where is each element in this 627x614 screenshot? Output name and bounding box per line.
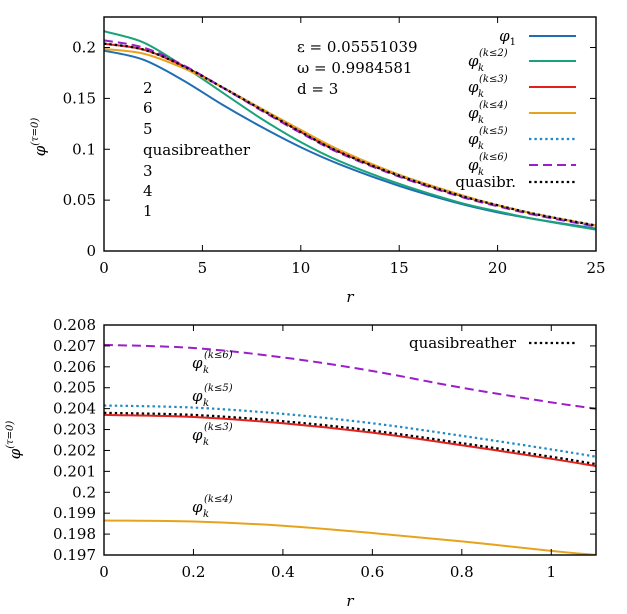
- top-x-tick-label: 25: [586, 259, 605, 277]
- bottom-y-tick-label: 0.201: [53, 462, 96, 480]
- top-y-tick-label: 0.05: [63, 191, 96, 209]
- bottom-series-line: [104, 411, 596, 466]
- order-list-item: 5: [143, 120, 153, 138]
- bottom-series-line: [104, 519, 596, 555]
- bottom-series-line: [104, 404, 596, 458]
- bottom-y-tick-label: 0.197: [53, 546, 96, 564]
- order-list-item: 6: [143, 99, 153, 117]
- bottom-y-tick-label: 0.208: [53, 316, 96, 334]
- bottom-x-tick-label: 1: [546, 563, 556, 581]
- legend-label-k5: φ(k≤5) k: [468, 126, 508, 152]
- bottom-plot-frame: [103, 324, 597, 556]
- top-x-tick-label: 15: [390, 259, 409, 277]
- top-x-tick-label: 0: [99, 259, 109, 277]
- svg-text:φ(τ=0): φ(τ=0): [5, 421, 24, 460]
- bottom-y-tick-label: 0.206: [53, 358, 96, 376]
- top-legend: φ1 φ(k≤2) k φ(k≤3) k φ(k≤4) k φ(k≤5) k φ(k≤6…: [455, 27, 516, 191]
- top-y-axis-sup: (τ=0): [30, 118, 41, 146]
- order-list-item: 1: [143, 202, 153, 220]
- bottom-y-tick-label: 0.204: [53, 400, 96, 418]
- bottom-y-axis-label: φ(τ=0): [5, 421, 24, 460]
- curve-label-k4: φ(k≤4) k: [192, 494, 233, 520]
- bottom-series-line: [104, 343, 596, 410]
- curve-label-k5: φ(k≤5) k: [192, 383, 233, 409]
- top-x-axis-label: r: [346, 288, 354, 306]
- top-x-tick-label: 5: [198, 259, 208, 277]
- top-y-tick-label: 0.1: [72, 140, 96, 158]
- bottom-chart: 0 0.2 0.4 0.6 0.8 1 0.197 0.198 0.199 0.2 0.201 0.2…: [5, 316, 597, 610]
- top-x-tick-label: 10: [291, 259, 310, 277]
- curve-label-k3: φ(k≤3) k: [192, 422, 233, 448]
- bottom-y-tick-label: 0.2: [72, 483, 96, 501]
- bottom-y-tick-label: 0.198: [53, 525, 96, 543]
- bottom-x-tick-label: 0.4: [271, 563, 295, 581]
- order-list-item: 2: [143, 79, 153, 97]
- bottom-y-tick-label: 0.203: [53, 421, 96, 439]
- bottom-series-line: [104, 413, 596, 468]
- legend-label-quasibr: quasibr.: [455, 173, 516, 191]
- annotation-epsilon: ε = 0.05551039: [297, 38, 418, 56]
- top-x-tick-label: 20: [488, 259, 507, 277]
- top-series-line: [104, 42, 596, 227]
- bottom-x-tick-label: 0.2: [182, 563, 206, 581]
- bottom-y-tick-label: 0.207: [53, 337, 96, 355]
- legend-label-k4: φ(k≤4) k: [468, 100, 508, 126]
- legend-label-k2: φ(k≤2) k: [468, 48, 508, 74]
- bottom-x-tick-label: 0.6: [360, 563, 384, 581]
- legend-label-phi1: φ1: [499, 27, 516, 48]
- bottom-y-tick-label: 0.202: [53, 441, 96, 459]
- bottom-y-axis-sup: (τ=0): [5, 421, 16, 449]
- top-series-line: [104, 47, 596, 227]
- annotation-dimension: d = 3: [297, 80, 338, 98]
- top-y-tick-label: 0: [86, 242, 96, 260]
- order-list-item: 3: [143, 162, 153, 180]
- bottom-y-tick-label: 0.205: [53, 379, 96, 397]
- top-y-tick-label: 0.15: [63, 89, 96, 107]
- legend-label-k3: φ(k≤3) k: [468, 74, 508, 100]
- order-list-item: quasibreather: [143, 141, 251, 159]
- curve-label-k6: φ(k≤6) k: [192, 350, 233, 376]
- bottom-y-tick-label: 0.199: [53, 504, 96, 522]
- top-plot-frame: [103, 16, 597, 252]
- top-y-tick-label: 0.2: [72, 39, 96, 57]
- bottom-x-tick-label: 0.8: [450, 563, 474, 581]
- bottom-x-tick-label: 0: [99, 563, 109, 581]
- top-y-axis-label: φ(τ=0): [30, 118, 49, 157]
- top-series-line: [104, 49, 596, 230]
- annotation-omega: ω = 0.9984581: [297, 59, 412, 77]
- bottom-x-axis-label: r: [346, 592, 354, 610]
- svg-text:φ(τ=0): φ(τ=0): [30, 118, 49, 157]
- bottom-legend-label: quasibreather: [409, 334, 517, 352]
- order-list-item: 4: [143, 182, 153, 200]
